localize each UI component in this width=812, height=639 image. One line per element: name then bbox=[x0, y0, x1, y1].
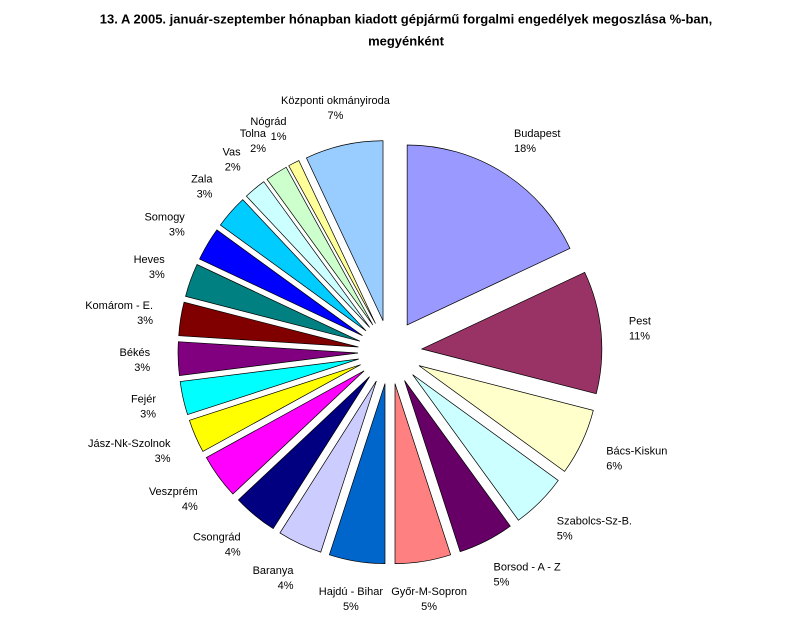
slice-value-label: 2% bbox=[250, 143, 266, 155]
pie-slice bbox=[245, 181, 370, 328]
pie-slice bbox=[279, 380, 377, 553]
slice-value-label: 2% bbox=[225, 161, 241, 173]
pie-slice bbox=[404, 380, 511, 553]
pie-slice bbox=[418, 365, 594, 472]
slice-label: Hajdú - Bihar bbox=[319, 586, 384, 598]
pie-slice bbox=[406, 144, 571, 326]
slice-value-label: 5% bbox=[493, 577, 509, 589]
slice-label: Fejér bbox=[131, 393, 156, 405]
slice-value-label: 5% bbox=[421, 601, 437, 613]
pie-slice bbox=[237, 376, 370, 530]
slice-value-label: 3% bbox=[169, 227, 185, 239]
slice-label: Nógrád bbox=[250, 116, 286, 128]
pie-slice bbox=[179, 358, 359, 416]
slice-value-label: 5% bbox=[557, 531, 573, 543]
pie-slice bbox=[266, 166, 374, 326]
slice-label: Borsod - A - Z bbox=[493, 562, 561, 574]
pie-slice bbox=[288, 160, 376, 324]
slice-label: Jász-Nk-Szolnok bbox=[88, 438, 171, 450]
chart-title: megyénként bbox=[368, 33, 445, 48]
slice-value-label: 1% bbox=[271, 131, 287, 143]
slice-label: Baranya bbox=[253, 565, 295, 577]
pie-slice bbox=[412, 374, 559, 521]
pie-slice bbox=[177, 341, 359, 376]
pie-slice bbox=[185, 264, 361, 342]
pie-slice bbox=[394, 383, 452, 564]
slice-label: Komárom - E. bbox=[85, 300, 153, 312]
pie-slice bbox=[205, 370, 365, 495]
slice-label: Tolna bbox=[240, 128, 267, 140]
slice-label: Heves bbox=[134, 254, 166, 266]
chart-title: 13. A 2005. január-szeptember hónapban k… bbox=[100, 11, 712, 26]
slice-value-label: 6% bbox=[606, 460, 622, 472]
pie-slice bbox=[219, 199, 367, 332]
slice-label: Szabolcs-Sz-B. bbox=[557, 516, 632, 528]
slice-label: Veszprém bbox=[149, 486, 198, 498]
slice-value-label: 4% bbox=[278, 580, 294, 592]
pie-slice bbox=[420, 271, 603, 395]
pie-slice bbox=[305, 140, 384, 321]
pie-slice bbox=[328, 383, 386, 564]
slice-value-label: 4% bbox=[182, 501, 198, 513]
slice-label: Győr-M-Sopron bbox=[391, 586, 467, 598]
slice-label: Somogy bbox=[144, 212, 185, 224]
slice-value-label: 5% bbox=[343, 601, 359, 613]
pie-slice bbox=[178, 301, 359, 348]
slice-value-label: 3% bbox=[137, 315, 153, 327]
slice-value-label: 3% bbox=[149, 269, 165, 281]
slice-label: Csongrád bbox=[193, 532, 241, 544]
slice-value-label: 11% bbox=[629, 330, 650, 342]
slice-label: Vas bbox=[223, 146, 242, 158]
slice-value-label: 3% bbox=[197, 189, 213, 201]
slice-value-label: 3% bbox=[155, 453, 171, 465]
slice-value-label: 4% bbox=[225, 547, 241, 559]
slice-label: Központi okmányiroda bbox=[281, 95, 391, 107]
slice-value-label: 18% bbox=[514, 143, 536, 155]
slice-label: Pest bbox=[629, 315, 651, 327]
slice-label: Békés bbox=[120, 347, 151, 359]
slice-value-label: 3% bbox=[134, 362, 150, 374]
slice-value-label: 3% bbox=[140, 408, 156, 420]
slice-label: Budapest bbox=[514, 128, 560, 140]
slice-value-label: 7% bbox=[328, 110, 344, 122]
slice-label: Zala bbox=[191, 174, 213, 186]
pie-slice bbox=[199, 229, 363, 337]
pie-slice bbox=[189, 364, 361, 452]
slice-label: Bács-Kiskun bbox=[606, 445, 667, 457]
